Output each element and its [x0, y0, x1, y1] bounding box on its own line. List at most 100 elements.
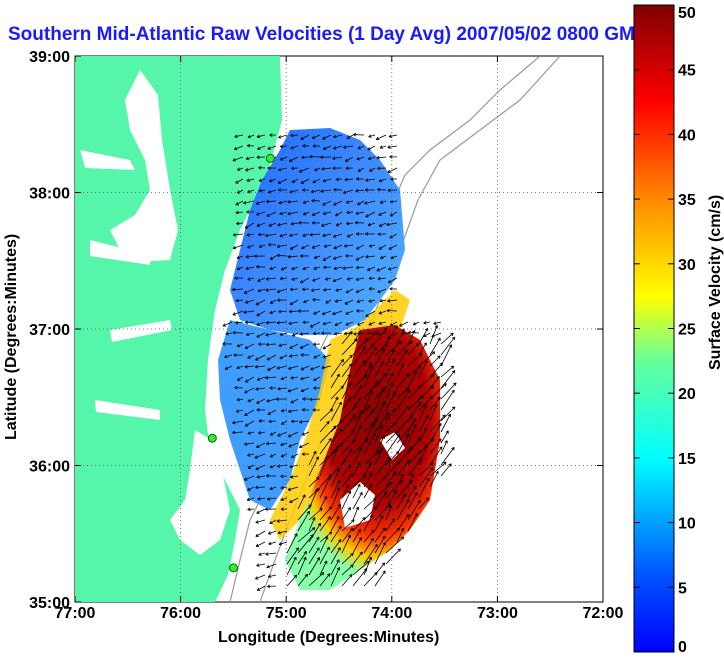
- velocity-vector-head: [234, 134, 238, 138]
- velocity-vector-head: [325, 300, 328, 304]
- velocity-vector: [247, 134, 255, 138]
- velocity-vector-head: [318, 487, 320, 491]
- velocity-vector-head: [372, 343, 375, 347]
- velocity-vector-head: [278, 189, 282, 192]
- velocity-vector-head: [378, 212, 381, 216]
- velocity-vector-head: [314, 167, 317, 171]
- velocity-vector: [385, 471, 397, 488]
- velocity-vector-head: [431, 396, 434, 400]
- velocity-vector: [363, 432, 376, 455]
- velocity-vector-head: [246, 497, 250, 501]
- velocity-vector-head: [332, 167, 336, 170]
- velocity-vector: [335, 178, 343, 180]
- velocity-vector-head: [419, 365, 421, 369]
- velocity-vector-head: [267, 367, 270, 371]
- velocity-vector: [276, 321, 288, 324]
- velocity-vector: [291, 277, 299, 281]
- velocity-vector-head: [246, 143, 251, 147]
- velocity-vector: [308, 476, 320, 488]
- velocity-vector-head: [386, 224, 390, 227]
- velocity-vector: [308, 517, 316, 532]
- velocity-vector: [344, 299, 354, 305]
- velocity-vector-head: [300, 136, 303, 140]
- velocity-vector: [243, 200, 255, 204]
- velocity-vector-head: [368, 299, 372, 302]
- velocity-vector-head: [357, 146, 361, 149]
- velocity-vector: [291, 420, 299, 422]
- velocity-vector-head: [423, 342, 427, 345]
- velocity-vector-head: [419, 457, 423, 459]
- velocity-vector-head: [256, 377, 260, 381]
- velocity-vector-head: [302, 145, 306, 148]
- velocity-vector-head: [236, 221, 240, 225]
- velocity-vector-head: [255, 387, 259, 390]
- velocity-vector-head: [365, 232, 369, 235]
- velocity-vector-head: [321, 167, 325, 170]
- velocity-vector-head: [351, 564, 354, 568]
- velocity-vector-head: [353, 332, 357, 335]
- velocity-vector: [330, 459, 347, 477]
- velocity-vector-head: [245, 302, 249, 304]
- velocity-vector-head: [333, 202, 336, 206]
- velocity-vector-head: [256, 155, 260, 158]
- velocity-vector-head: [378, 323, 382, 325]
- velocity-vector-head: [324, 560, 327, 564]
- velocity-vector-head: [398, 461, 401, 465]
- velocity-vector: [335, 288, 343, 292]
- velocity-vector-head: [375, 572, 378, 576]
- velocity-vector: [245, 255, 255, 258]
- y-tick-label: 39:00: [29, 49, 70, 66]
- velocity-vector: [319, 531, 333, 543]
- velocity-vector-head: [299, 421, 303, 424]
- velocity-vector: [374, 503, 392, 521]
- velocity-vector: [389, 211, 398, 217]
- velocity-vector-head: [255, 485, 259, 488]
- velocity-vector-head: [337, 504, 341, 507]
- velocity-vector: [368, 156, 376, 160]
- velocity-vector-head: [288, 311, 293, 314]
- velocity-vector: [330, 385, 344, 400]
- velocity-vector: [365, 211, 376, 218]
- offshore-jet-region: [285, 325, 440, 590]
- velocity-vector-head: [368, 276, 372, 279]
- velocity-vector-head: [289, 287, 293, 290]
- velocity-vector-head: [290, 146, 293, 149]
- velocity-vector: [374, 475, 387, 488]
- velocity-vector-head: [312, 517, 315, 520]
- velocity-vector-head: [365, 256, 369, 259]
- velocity-vector-head: [328, 438, 332, 441]
- velocity-vector-head: [258, 343, 262, 346]
- velocity-vector-head: [309, 156, 313, 159]
- velocity-vector: [256, 475, 266, 478]
- velocity-vector-head: [280, 146, 284, 149]
- velocity-vector-head: [256, 203, 260, 205]
- velocity-vector: [297, 494, 306, 510]
- velocity-vector-head: [265, 277, 269, 280]
- velocity-vector-head: [445, 383, 447, 387]
- velocity-vector-head: [269, 386, 273, 389]
- velocity-vector: [319, 425, 337, 444]
- velocity-vector-head: [287, 254, 291, 258]
- velocity-vector-head: [423, 320, 427, 324]
- velocity-vector-head: [349, 473, 353, 476]
- velocity-vector-head: [388, 136, 393, 138]
- velocity-vector: [255, 574, 266, 580]
- velocity-vector-head: [382, 387, 386, 390]
- colorbar-tick-label: 40: [678, 127, 696, 144]
- velocity-vector-head: [420, 353, 423, 357]
- velocity-vector: [225, 332, 233, 335]
- velocity-vector: [429, 461, 447, 477]
- velocity-vector: [363, 418, 379, 433]
- velocity-vector: [255, 354, 266, 361]
- velocity-vector: [246, 332, 255, 336]
- velocity-vector-head: [427, 497, 429, 501]
- velocity-vector-head: [258, 188, 262, 192]
- velocity-vector-head: [247, 453, 250, 456]
- velocity-vector-head: [448, 344, 452, 347]
- velocity-vector-head: [372, 422, 376, 425]
- velocity-vector: [367, 145, 376, 151]
- velocity-vector-head: [437, 337, 441, 340]
- velocity-vector-head: [247, 433, 251, 435]
- velocity-vector-head: [312, 179, 315, 183]
- velocity-vector-head: [365, 255, 369, 258]
